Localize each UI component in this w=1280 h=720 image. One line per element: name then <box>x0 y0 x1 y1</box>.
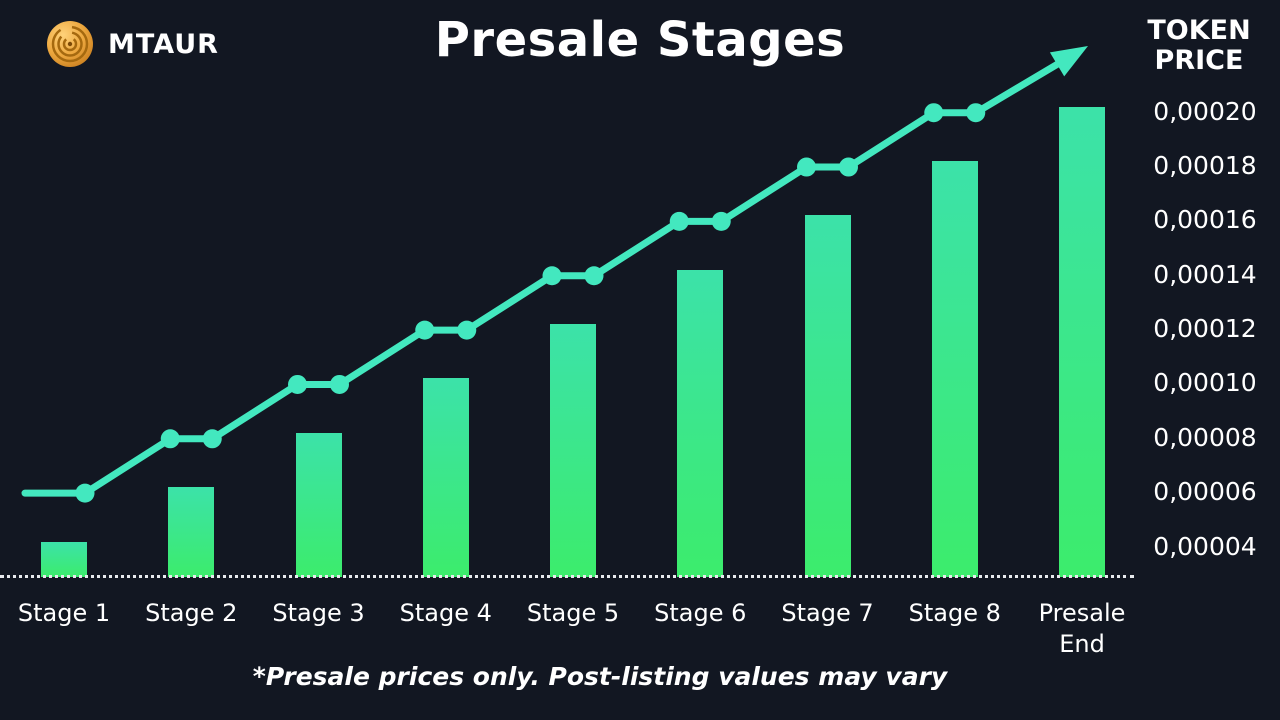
brand-name: MTAUR <box>108 28 219 60</box>
trend-dot <box>288 374 307 394</box>
price-tick: 0,00018 <box>1153 151 1257 181</box>
bar-stage-8 <box>931 161 978 577</box>
trend-dot <box>160 429 180 449</box>
footnote: *Presale prices only. Post-listing value… <box>252 662 948 691</box>
trend-arrow-head-icon <box>1049 46 1088 77</box>
trend-line-path <box>21 58 1064 497</box>
trend-dot <box>839 157 858 177</box>
stage-label: Stage 5 <box>526 599 620 627</box>
price-tick: 0,00012 <box>1153 314 1257 344</box>
stage-label: Stage 3 <box>272 599 365 627</box>
stage-label: Stage 4 <box>399 599 492 627</box>
bar-stage-2 <box>168 487 215 577</box>
bar-stage-3 <box>295 432 342 577</box>
page-title: Presale Stages <box>434 12 846 68</box>
bar-stage-5 <box>550 324 596 577</box>
price-tick: 0,00020 <box>1153 96 1257 126</box>
trend-dot <box>542 266 562 286</box>
trend-dot <box>415 320 435 340</box>
bar-stage-7 <box>804 215 851 577</box>
price-tick: 0,00006 <box>1153 477 1257 507</box>
price-axis-title: TOKEN PRICE <box>1124 16 1274 75</box>
price-axis-title-line2: PRICE <box>1154 44 1244 76</box>
stage-label: Stage 1 <box>17 599 111 627</box>
trend-dot <box>202 429 222 449</box>
stage-label: Stage 7 <box>781 599 874 627</box>
price-tick: 0,00010 <box>1153 368 1257 398</box>
bar-presale-end <box>1059 106 1105 577</box>
trend-dot <box>797 157 816 177</box>
trend-dot <box>711 211 731 231</box>
x-axis-baseline <box>0 575 1134 578</box>
price-tick: 0,00004 <box>1153 531 1257 561</box>
bar-stage-4 <box>422 378 469 577</box>
stage-label: Stage 2 <box>145 599 238 627</box>
price-tick: 0,00008 <box>1153 422 1257 452</box>
price-tick: 0,00014 <box>1153 259 1257 289</box>
trend-dot <box>75 483 95 503</box>
trend-dot <box>584 266 604 286</box>
trend-dot <box>924 103 944 123</box>
trend-dot <box>457 320 477 340</box>
bar-stage-1 <box>41 541 87 577</box>
bar-stage-6 <box>677 269 724 577</box>
trend-dot <box>669 211 689 231</box>
brand: MTAUR <box>46 20 219 68</box>
trend-dot <box>966 103 986 123</box>
trend-dot <box>330 374 349 394</box>
stage-label: Stage 8 <box>908 599 1001 627</box>
stage-label: Presale End <box>1038 599 1126 659</box>
stage-label: Stage 6 <box>654 599 747 627</box>
price-axis-title-line1: TOKEN <box>1147 15 1251 46</box>
price-tick: 0,00016 <box>1153 205 1257 235</box>
